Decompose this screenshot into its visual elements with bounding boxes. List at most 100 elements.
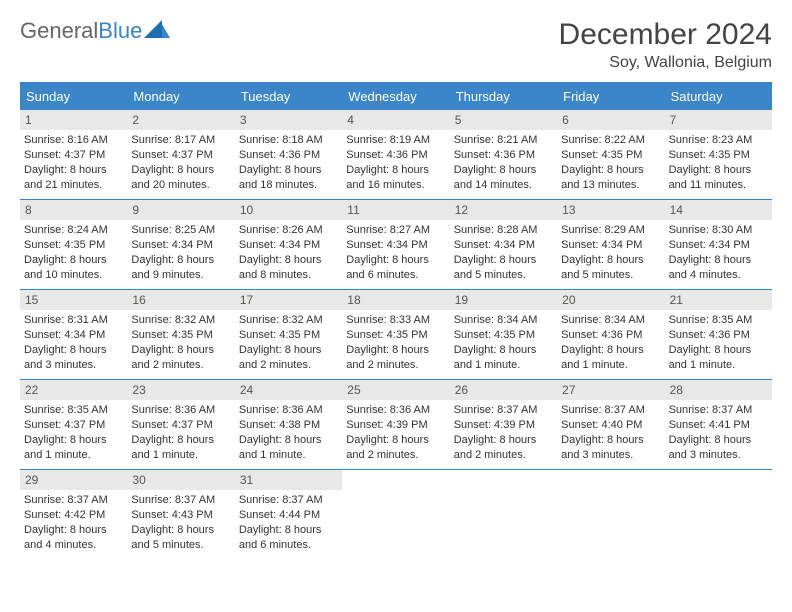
- day-number: 31: [235, 470, 342, 490]
- day-number: 25: [342, 380, 449, 400]
- day-cell: 28Sunrise: 8:37 AMSunset: 4:41 PMDayligh…: [665, 379, 772, 469]
- day-number: 14: [665, 200, 772, 220]
- sunset-text: Sunset: 4:34 PM: [669, 238, 768, 253]
- daylight-text: Daylight: 8 hours and 2 minutes.: [454, 433, 553, 463]
- daylight-text: Daylight: 8 hours and 20 minutes.: [131, 163, 230, 193]
- header: GeneralBlue December 2024 Soy, Wallonia,…: [20, 18, 772, 72]
- sunrise-text: Sunrise: 8:26 AM: [239, 223, 338, 238]
- sunset-text: Sunset: 4:35 PM: [239, 328, 338, 343]
- daylight-text: Daylight: 8 hours and 1 minute.: [24, 433, 123, 463]
- daylight-text: Daylight: 8 hours and 21 minutes.: [24, 163, 123, 193]
- day-number: 11: [342, 200, 449, 220]
- sunrise-text: Sunrise: 8:21 AM: [454, 133, 553, 148]
- day-cell: 13Sunrise: 8:29 AMSunset: 4:34 PMDayligh…: [557, 199, 664, 289]
- sunrise-text: Sunrise: 8:22 AM: [561, 133, 660, 148]
- sunset-text: Sunset: 4:36 PM: [561, 328, 660, 343]
- day-number: 8: [20, 200, 127, 220]
- day-number: 13: [557, 200, 664, 220]
- daylight-text: Daylight: 8 hours and 10 minutes.: [24, 253, 123, 283]
- daylight-text: Daylight: 8 hours and 2 minutes.: [346, 433, 445, 463]
- day-number: 29: [20, 470, 127, 490]
- empty-cell: [342, 469, 449, 559]
- sunrise-text: Sunrise: 8:28 AM: [454, 223, 553, 238]
- day-number: 24: [235, 380, 342, 400]
- sunrise-text: Sunrise: 8:19 AM: [346, 133, 445, 148]
- sunset-text: Sunset: 4:34 PM: [239, 238, 338, 253]
- daylight-text: Daylight: 8 hours and 18 minutes.: [239, 163, 338, 193]
- day-number: 23: [127, 380, 234, 400]
- sunrise-text: Sunrise: 8:24 AM: [24, 223, 123, 238]
- daylight-text: Daylight: 8 hours and 5 minutes.: [561, 253, 660, 283]
- daylight-text: Daylight: 8 hours and 4 minutes.: [24, 523, 123, 553]
- sunset-text: Sunset: 4:39 PM: [346, 418, 445, 433]
- daylight-text: Daylight: 8 hours and 1 minute.: [669, 343, 768, 373]
- brand-part2: Blue: [98, 18, 142, 44]
- daylight-text: Daylight: 8 hours and 2 minutes.: [346, 343, 445, 373]
- day-cell: 17Sunrise: 8:32 AMSunset: 4:35 PMDayligh…: [235, 289, 342, 379]
- day-cell: 14Sunrise: 8:30 AMSunset: 4:34 PMDayligh…: [665, 199, 772, 289]
- day-header: Monday: [127, 84, 234, 109]
- daylight-text: Daylight: 8 hours and 13 minutes.: [561, 163, 660, 193]
- sunset-text: Sunset: 4:36 PM: [346, 148, 445, 163]
- day-cell: 2Sunrise: 8:17 AMSunset: 4:37 PMDaylight…: [127, 109, 234, 199]
- sunset-text: Sunset: 4:34 PM: [454, 238, 553, 253]
- day-number: 12: [450, 200, 557, 220]
- sunrise-text: Sunrise: 8:35 AM: [24, 403, 123, 418]
- sunset-text: Sunset: 4:42 PM: [24, 508, 123, 523]
- sunset-text: Sunset: 4:35 PM: [454, 328, 553, 343]
- sunrise-text: Sunrise: 8:27 AM: [346, 223, 445, 238]
- day-cell: 29 Sunrise: 8:37 AMSunset: 4:42 PMDayligh…: [20, 469, 127, 559]
- daylight-text: Daylight: 8 hours and 14 minutes.: [454, 163, 553, 193]
- sunset-text: Sunset: 4:34 PM: [346, 238, 445, 253]
- day-number: 5: [450, 110, 557, 130]
- sunset-text: Sunset: 4:35 PM: [561, 148, 660, 163]
- day-header: Tuesday: [235, 84, 342, 109]
- sunrise-text: Sunrise: 8:37 AM: [24, 493, 123, 508]
- day-cell: 25Sunrise: 8:36 AMSunset: 4:39 PMDayligh…: [342, 379, 449, 469]
- sunset-text: Sunset: 4:36 PM: [454, 148, 553, 163]
- daylight-text: Daylight: 8 hours and 3 minutes.: [24, 343, 123, 373]
- month-title: December 2024: [559, 18, 772, 52]
- brand-part1: General: [20, 18, 98, 44]
- day-cell: 20Sunrise: 8:34 AMSunset: 4:36 PMDayligh…: [557, 289, 664, 379]
- daylight-text: Daylight: 8 hours and 4 minutes.: [669, 253, 768, 283]
- day-number: 10: [235, 200, 342, 220]
- daylight-text: Daylight: 8 hours and 1 minute.: [131, 433, 230, 463]
- sunset-text: Sunset: 4:36 PM: [239, 148, 338, 163]
- day-cell: 1Sunrise: 8:16 AMSunset: 4:37 PMDaylight…: [20, 109, 127, 199]
- sunset-text: Sunset: 4:34 PM: [24, 328, 123, 343]
- sunrise-text: Sunrise: 8:37 AM: [239, 493, 338, 508]
- day-number: 17: [235, 290, 342, 310]
- daylight-text: Daylight: 8 hours and 5 minutes.: [131, 523, 230, 553]
- sunrise-text: Sunrise: 8:36 AM: [131, 403, 230, 418]
- sunset-text: Sunset: 4:34 PM: [561, 238, 660, 253]
- day-cell: 6Sunrise: 8:22 AMSunset: 4:35 PMDaylight…: [557, 109, 664, 199]
- daylight-text: Daylight: 8 hours and 2 minutes.: [131, 343, 230, 373]
- day-cell: 10 Sunrise: 8:26 AMSunset: 4:34 PMDayligh…: [235, 199, 342, 289]
- day-cell: 16Sunrise: 8:32 AMSunset: 4:35 PMDayligh…: [127, 289, 234, 379]
- daylight-text: Daylight: 8 hours and 1 minute.: [561, 343, 660, 373]
- day-cell: 7Sunrise: 8:23 AMSunset: 4:35 PMDaylight…: [665, 109, 772, 199]
- day-number: 26: [450, 380, 557, 400]
- sunset-text: Sunset: 4:39 PM: [454, 418, 553, 433]
- day-cell: 11Sunrise: 8:27 AMSunset: 4:34 PMDayligh…: [342, 199, 449, 289]
- daylight-text: Daylight: 8 hours and 3 minutes.: [669, 433, 768, 463]
- daylight-text: Daylight: 8 hours and 8 minutes.: [239, 253, 338, 283]
- day-header: Friday: [557, 84, 664, 109]
- day-number: 15: [20, 290, 127, 310]
- sunset-text: Sunset: 4:37 PM: [131, 418, 230, 433]
- day-number: 19: [450, 290, 557, 310]
- day-cell: 4Sunrise: 8:19 AMSunset: 4:36 PMDaylight…: [342, 109, 449, 199]
- sunset-text: Sunset: 4:38 PM: [239, 418, 338, 433]
- day-number: 7: [665, 110, 772, 130]
- sunrise-text: Sunrise: 8:25 AM: [131, 223, 230, 238]
- daylight-text: Daylight: 8 hours and 5 minutes.: [454, 253, 553, 283]
- sunset-text: Sunset: 4:37 PM: [24, 418, 123, 433]
- sunset-text: Sunset: 4:37 PM: [24, 148, 123, 163]
- sunrise-text: Sunrise: 8:18 AM: [239, 133, 338, 148]
- day-header: Sunday: [20, 84, 127, 109]
- daylight-text: Daylight: 8 hours and 3 minutes.: [561, 433, 660, 463]
- day-cell: 26Sunrise: 8:37 AMSunset: 4:39 PMDayligh…: [450, 379, 557, 469]
- day-number: 16: [127, 290, 234, 310]
- day-cell: 22Sunrise: 8:35 AMSunset: 4:37 PMDayligh…: [20, 379, 127, 469]
